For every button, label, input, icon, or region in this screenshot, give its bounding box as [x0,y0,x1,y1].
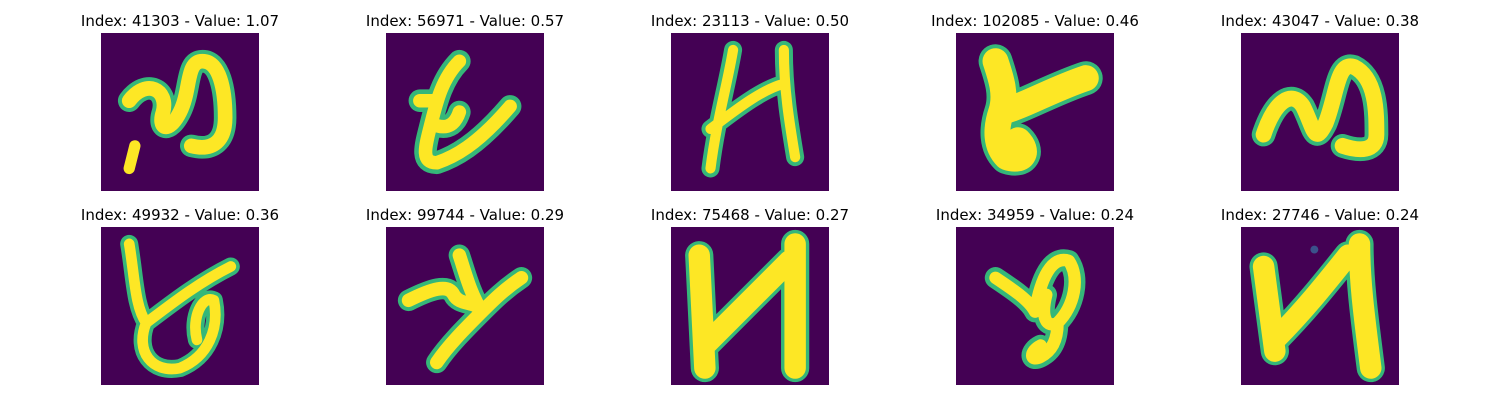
handwritten-glyph [1249,229,1385,383]
digit-image [101,227,259,385]
handwritten-glyph [701,40,805,178]
handwritten-glyph [685,229,810,383]
digit-image [671,33,829,191]
handwritten-glyph [978,44,1103,176]
panel-title: Index: 27746 - Value: 0.24 [1220,206,1420,224]
digit-image [386,33,544,191]
digit-image [671,227,829,385]
digit-image [1241,227,1399,385]
handwritten-glyph [120,234,240,378]
digit-image [101,33,259,191]
digit-image [386,227,544,385]
panel-title: Index: 43047 - Value: 0.38 [1220,12,1420,30]
handwritten-glyph [1251,54,1389,162]
panel-title: Index: 75468 - Value: 0.27 [650,206,850,224]
panel-title: Index: 102085 - Value: 0.46 [931,12,1139,30]
handwritten-glyph [408,49,522,175]
panel-title: Index: 49932 - Value: 0.36 [80,206,280,224]
panel-title: Index: 23113 - Value: 0.50 [650,12,850,30]
handwritten-glyph [397,244,533,374]
panel-title: Index: 41303 - Value: 1.07 [80,12,280,30]
handwritten-glyph [117,49,237,175]
digit-image [956,227,1114,385]
digit-image [956,33,1114,191]
panel-title: Index: 99744 - Value: 0.29 [365,206,565,224]
panel-title: Index: 56971 - Value: 0.57 [365,12,565,30]
digit-image [1241,33,1399,191]
handwritten-glyph [984,249,1086,369]
panel-title: Index: 34959 - Value: 0.24 [935,206,1135,224]
